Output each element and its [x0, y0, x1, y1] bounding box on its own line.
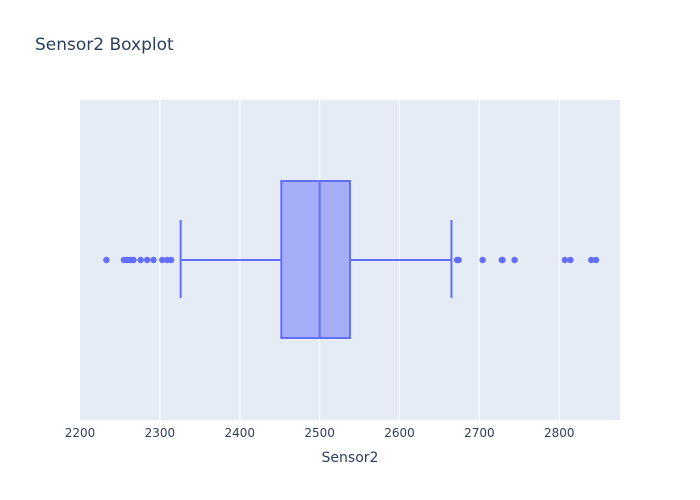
outlier-point — [167, 256, 175, 264]
outlier-point — [567, 256, 574, 264]
outlier-point — [479, 256, 486, 264]
outlier-point — [561, 256, 569, 264]
outlier-point — [588, 256, 595, 264]
outlier-point — [592, 256, 600, 264]
outlier-point — [150, 256, 157, 264]
outlier-point — [137, 256, 144, 264]
iqr-box — [280, 180, 352, 339]
x-tick-label: 2600 — [384, 426, 415, 440]
outlier-point — [103, 256, 110, 264]
outlier-point — [455, 256, 462, 264]
x-tick-label: 2200 — [65, 426, 96, 440]
outlier-point — [499, 256, 506, 264]
box-series — [103, 180, 600, 339]
x-axis-ticks: 2200 2300 2400 2500 2600 2700 2800 — [65, 426, 575, 440]
chart-title: Sensor2 Boxplot — [35, 35, 174, 55]
outlier-point — [511, 256, 518, 264]
x-axis-title: Sensor2 — [322, 450, 379, 466]
outlier-point — [143, 256, 151, 264]
outlier-point — [130, 256, 137, 264]
outlier-point — [159, 256, 166, 264]
x-tick-label: 2400 — [224, 426, 255, 440]
x-tick-label: 2300 — [145, 426, 176, 440]
x-tick-label: 2700 — [464, 426, 495, 440]
x-tick-label: 2800 — [544, 426, 575, 440]
x-tick-label: 2500 — [304, 426, 335, 440]
